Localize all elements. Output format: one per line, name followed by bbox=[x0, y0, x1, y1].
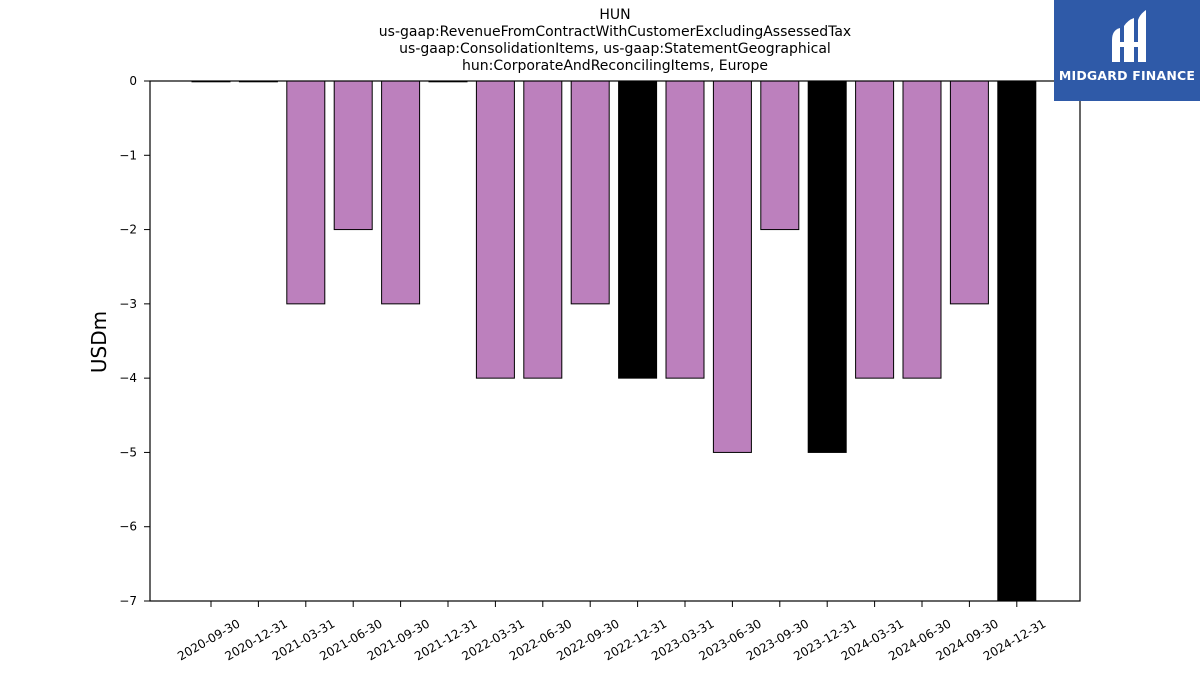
chart-title-line-4: hun:CorporateAndReconcilingItems, Europe bbox=[462, 58, 768, 74]
bar-2024-09-30 bbox=[949, 80, 989, 305]
y-tick-label: −4 bbox=[119, 371, 137, 385]
bar-2022-09-30 bbox=[570, 80, 610, 305]
bar-2023-12-31 bbox=[807, 80, 847, 453]
logo-text: MIDGARD FINANCE bbox=[1058, 68, 1196, 83]
y-tick-label: −2 bbox=[119, 223, 137, 237]
y-tick-label: −6 bbox=[119, 520, 137, 534]
bar-2022-12-31 bbox=[618, 80, 658, 379]
bar-2023-06-30 bbox=[712, 80, 752, 453]
bar-2022-03-31 bbox=[475, 80, 515, 379]
y-ticks-group: 0 −1 −2 −3 −4 −5 −6 −7 bbox=[119, 74, 150, 608]
bar-2023-09-30 bbox=[760, 80, 800, 231]
y-tick-label: 0 bbox=[129, 74, 137, 88]
x-ticks-group: 2020-09-302020-12-312021-03-312021-06-30… bbox=[175, 601, 1048, 663]
chart-title-line-2: us-gaap:RevenueFromContractWithCustomerE… bbox=[378, 24, 852, 40]
bars-group bbox=[191, 80, 1037, 602]
midgard-finance-logo: MIDGARD FINANCE bbox=[1054, 0, 1200, 101]
chart-title-line-3: us-gaap:ConsolidationItems, us-gaap:Stat… bbox=[399, 41, 831, 57]
bar-2024-06-30 bbox=[902, 80, 942, 379]
bar-2021-03-31 bbox=[286, 80, 326, 305]
logo-mark-icon bbox=[1112, 10, 1146, 62]
axes-group bbox=[149, 80, 1081, 602]
bar-2023-03-31 bbox=[665, 80, 705, 379]
plot-frame bbox=[149, 80, 1081, 602]
bar-2021-06-30 bbox=[333, 80, 373, 231]
y-tick-label: −1 bbox=[119, 148, 137, 162]
y-tick-label: −3 bbox=[119, 297, 137, 311]
bar-2024-03-31 bbox=[855, 80, 895, 379]
chart-title-line-1: HUN bbox=[599, 7, 631, 23]
y-tick-label: −7 bbox=[119, 594, 137, 608]
bar-2022-06-30 bbox=[523, 80, 563, 379]
bar-2021-09-30 bbox=[381, 80, 421, 305]
bar-2024-12-31 bbox=[997, 80, 1037, 602]
y-axis-label: USDm bbox=[87, 310, 111, 374]
y-tick-label: −5 bbox=[119, 445, 137, 459]
